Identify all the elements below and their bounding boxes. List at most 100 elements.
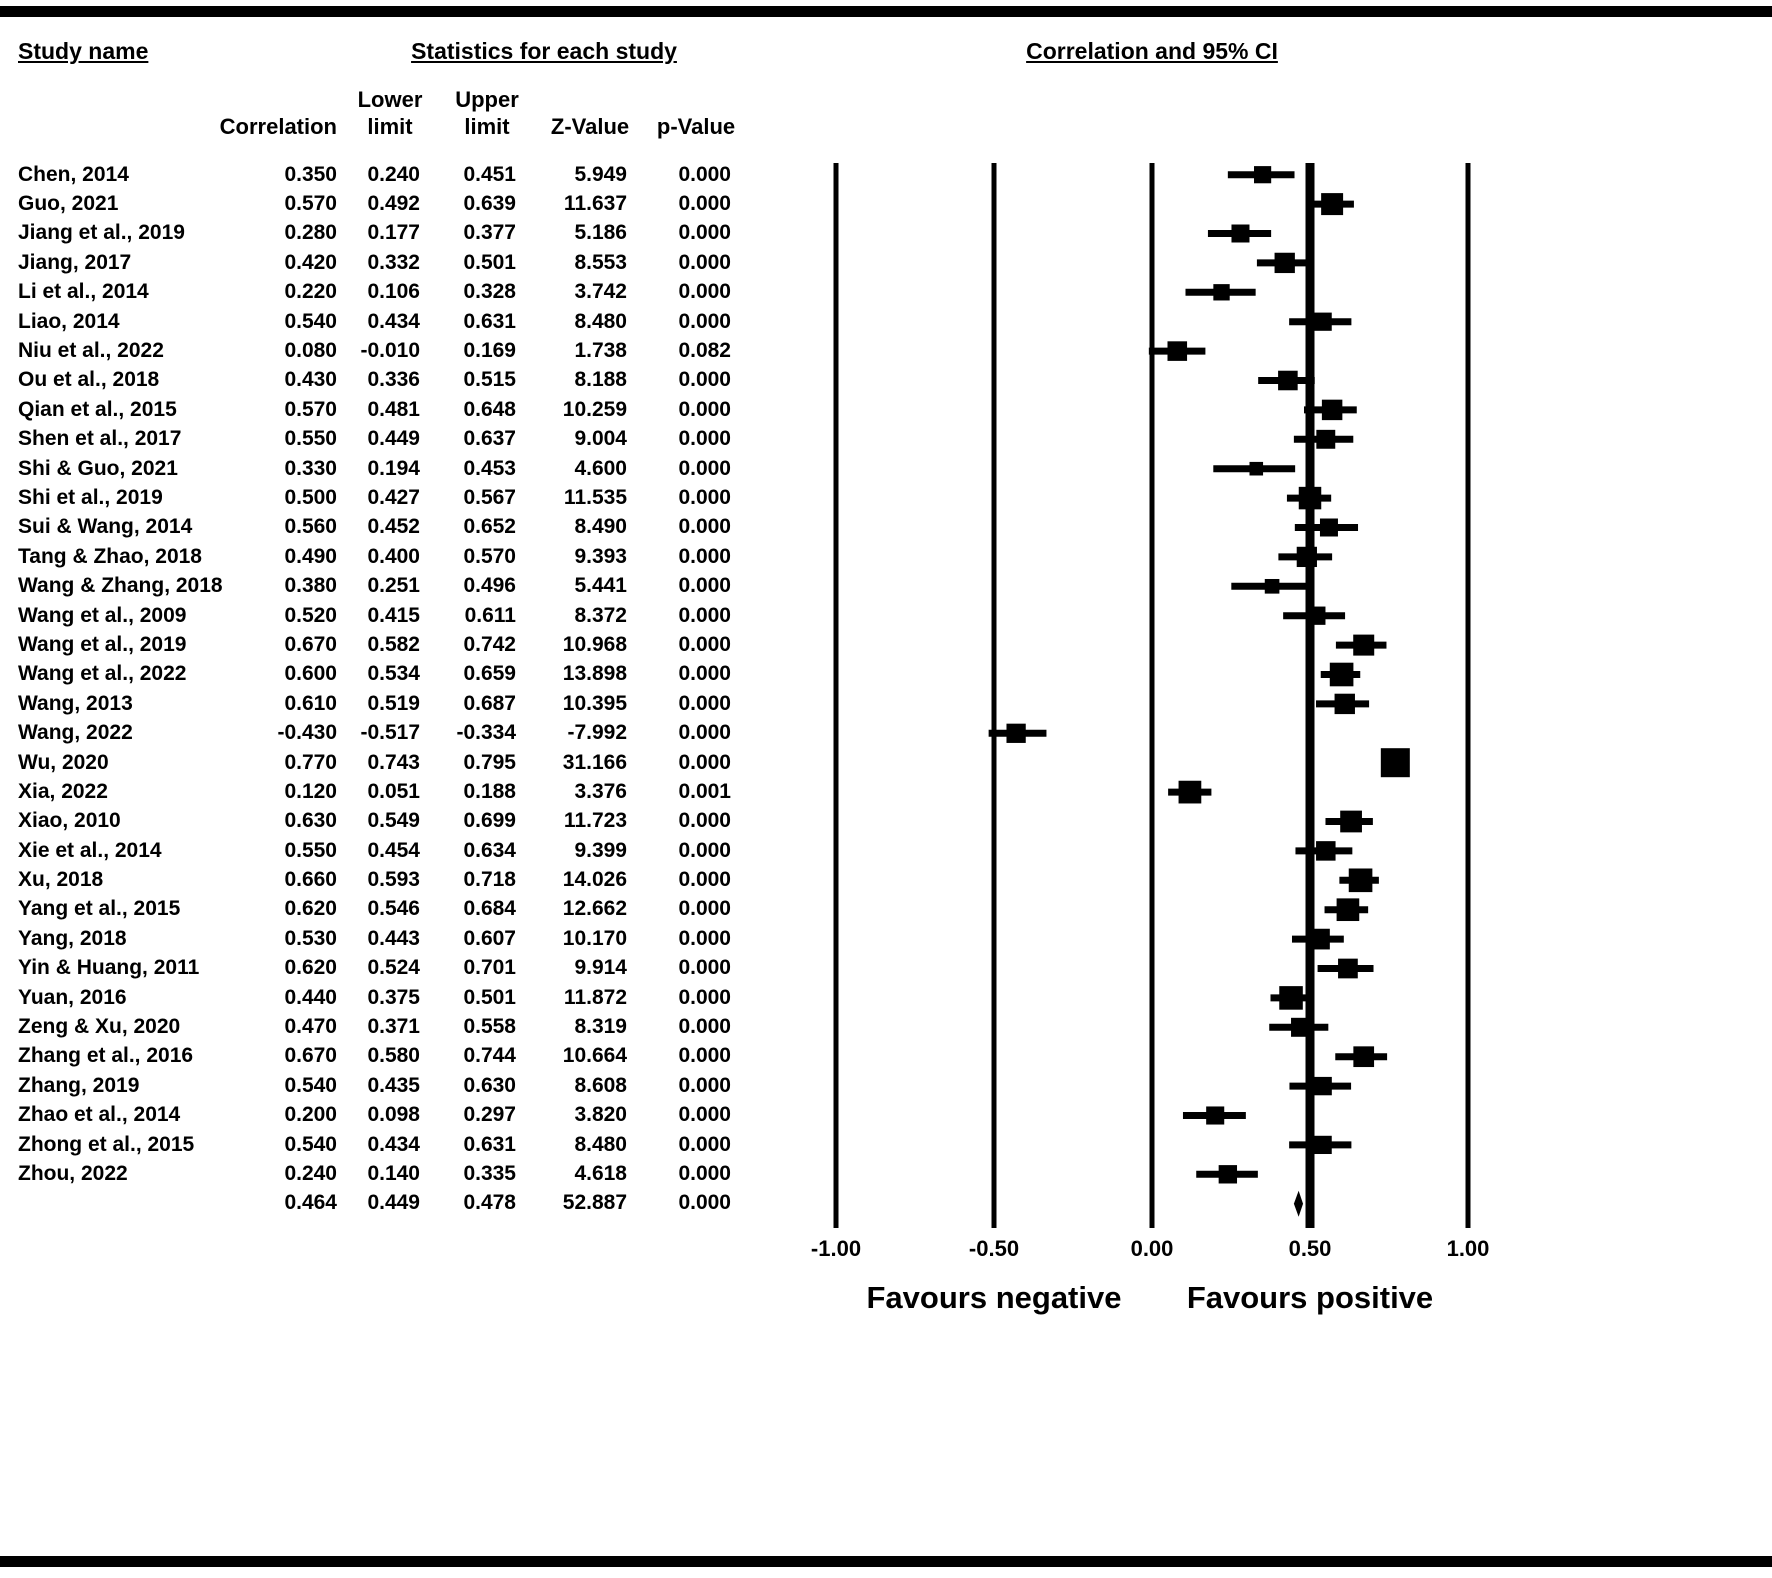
lower-limit-value: 0.481 (367, 397, 420, 421)
statistics-table: Chen, 2014 0.350 0.240 0.451 5.949 0.000 Guo, … (18, 160, 731, 1218)
upper-limit-value: 0.744 (463, 1044, 516, 1068)
column-header-upper-limit: Upper limit (455, 87, 519, 139)
p-value: 0.000 (678, 309, 731, 333)
table-row: Jiang, 2017 0.420 0.332 0.501 8.553 0.000 (18, 248, 731, 277)
upper-limit-value: 0.795 (463, 750, 516, 774)
x-tick-label: 0.50 (1288, 1236, 1332, 1261)
ci-marker (1279, 986, 1303, 1010)
p-value: 0.000 (678, 456, 731, 480)
upper-limit-value: 0.637 (463, 427, 516, 451)
study-name: Yang, 2018 (18, 926, 127, 950)
table-row: Li et al., 2014 0.220 0.106 0.328 3.742 0.000 (18, 278, 731, 307)
x-tick-label: 0.00 (1130, 1236, 1174, 1261)
ci-marker (1340, 810, 1362, 833)
z-value: 8.480 (574, 1132, 627, 1156)
ci-marker (1313, 1076, 1332, 1096)
ci-marker (1380, 748, 1410, 778)
z-value: 1.738 (574, 339, 627, 363)
upper-limit-value: 0.169 (463, 339, 516, 363)
correlation-value: 0.540 (284, 309, 337, 333)
lower-limit-value: 0.593 (367, 868, 420, 892)
lower-limit-value: 0.427 (367, 485, 420, 509)
ci-marker (1316, 841, 1336, 861)
study-name: Yang et al., 2015 (18, 897, 181, 921)
p-value: 0.000 (678, 809, 731, 833)
lower-limit-value: 0.434 (367, 1132, 420, 1156)
z-value: 8.372 (574, 603, 627, 627)
p-value: 0.000 (678, 868, 731, 892)
lower-limit-value: 0.251 (367, 574, 420, 598)
study-name: Zhou, 2022 (18, 1161, 128, 1185)
correlation-value: 0.464 (284, 1191, 337, 1215)
study-name: Zhong et al., 2015 (18, 1132, 195, 1156)
ci-marker (1167, 341, 1188, 361)
correlation-value: 0.770 (284, 750, 337, 774)
p-value: 0.000 (678, 397, 731, 421)
upper-limit-value: 0.328 (463, 280, 516, 304)
table-row: Sui & Wang, 2014 0.560 0.452 0.652 8.490 0.00… (18, 513, 731, 542)
table-row: Shen et al., 2017 0.550 0.449 0.637 9.004 0.0… (18, 425, 731, 454)
ci-marker (1319, 518, 1338, 537)
study-name: Shen et al., 2017 (18, 427, 182, 451)
z-value: 5.441 (574, 574, 627, 598)
correlation-value: 0.620 (284, 897, 337, 921)
column-header-p-value: p-Value (656, 114, 736, 139)
table-row: Xie et al., 2014 0.550 0.454 0.634 9.399 0.00… (18, 836, 731, 865)
lower-limit-value: 0.098 (367, 1103, 420, 1127)
study-name-header: Study name (18, 38, 149, 64)
p-value: 0.000 (678, 1161, 731, 1185)
ci-marker (1348, 868, 1373, 893)
correlation-value: 0.620 (284, 956, 337, 980)
p-value: 0.000 (678, 515, 731, 539)
ci-marker (1316, 429, 1336, 449)
upper-limit-value: -0.334 (456, 721, 516, 745)
lower-limit-value: 0.454 (367, 838, 420, 862)
ci-marker (1231, 224, 1250, 243)
z-value: 8.480 (574, 309, 627, 333)
table-row: Xia, 2022 0.120 0.051 0.188 3.376 0.001 (18, 777, 731, 806)
z-value: 9.914 (574, 956, 627, 980)
study-name: Sui & Wang, 2014 (18, 515, 193, 539)
correlation-value: -0.430 (277, 721, 337, 745)
correlation-value: 0.540 (284, 1132, 337, 1156)
ci-marker (1213, 284, 1230, 301)
correlation-value: 0.500 (284, 485, 337, 509)
correlation-value: 0.550 (284, 838, 337, 862)
upper-limit-value: 0.501 (463, 250, 516, 274)
correlation-value: 0.200 (284, 1103, 337, 1127)
upper-limit-value: 0.631 (463, 309, 516, 333)
p-value: 0.000 (678, 838, 731, 862)
ci-header: Correlation and 95% CI (1026, 38, 1278, 64)
table-row: Xu, 2018 0.660 0.593 0.718 14.026 0.000 (18, 865, 731, 894)
p-value: 0.000 (678, 1191, 731, 1215)
ci-marker (1329, 662, 1354, 687)
z-value: 31.166 (562, 750, 627, 774)
correlation-value: 0.120 (284, 779, 337, 803)
upper-limit-value: 0.684 (463, 897, 516, 921)
p-value: 0.000 (678, 956, 731, 980)
lower-limit-value: 0.519 (367, 691, 420, 715)
upper-limit-value: 0.634 (463, 838, 516, 862)
correlation-value: 0.470 (284, 1015, 337, 1039)
lower-limit-value: 0.449 (367, 427, 420, 451)
upper-limit-value: 0.631 (463, 1132, 516, 1156)
p-value: 0.000 (678, 603, 731, 627)
z-value: 3.820 (574, 1103, 627, 1127)
upper-limit-value: 0.188 (463, 779, 516, 803)
table-row: Yuan, 2016 0.440 0.375 0.501 11.872 0.000 (18, 983, 731, 1012)
upper-limit-value: 0.687 (463, 691, 516, 715)
correlation-value: 0.660 (284, 868, 337, 892)
z-value: 8.608 (574, 1073, 627, 1097)
lower-limit-value: 0.106 (367, 280, 420, 304)
column-header-z-value: Z-Value (550, 114, 630, 139)
lower-limit-value: 0.452 (367, 515, 420, 539)
favours-positive-label: Favours positive (1186, 1280, 1434, 1315)
study-name: Xia, 2022 (18, 779, 108, 803)
z-value: 8.319 (574, 1015, 627, 1039)
z-value: 11.535 (563, 485, 627, 509)
correlation-value: 0.430 (284, 368, 337, 392)
ci-marker (1178, 780, 1202, 804)
upper-limit-value: 0.742 (463, 632, 516, 656)
z-value: 10.968 (562, 632, 627, 656)
correlation-value: 0.600 (284, 662, 337, 686)
